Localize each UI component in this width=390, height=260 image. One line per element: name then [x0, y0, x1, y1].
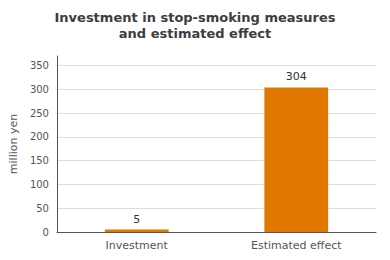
svg-text:304: 304: [286, 70, 307, 83]
svg-text:0: 0: [43, 227, 49, 238]
svg-text:100: 100: [30, 179, 49, 190]
svg-text:200: 200: [30, 131, 49, 142]
svg-text:350: 350: [30, 60, 49, 71]
svg-text:50: 50: [36, 203, 49, 214]
svg-text:5: 5: [133, 213, 140, 226]
svg-text:Estimated effect: Estimated effect: [251, 239, 342, 252]
svg-text:Investment: Investment: [106, 239, 169, 252]
svg-text:300: 300: [30, 84, 49, 95]
svg-text:Investment in stop-smoking mea: Investment in stop-smoking measures: [54, 10, 335, 25]
svg-text:million yen: million yen: [7, 114, 20, 174]
svg-text:and estimated effect: and estimated effect: [119, 26, 271, 41]
svg-text:150: 150: [30, 155, 49, 166]
svg-text:250: 250: [30, 108, 49, 119]
